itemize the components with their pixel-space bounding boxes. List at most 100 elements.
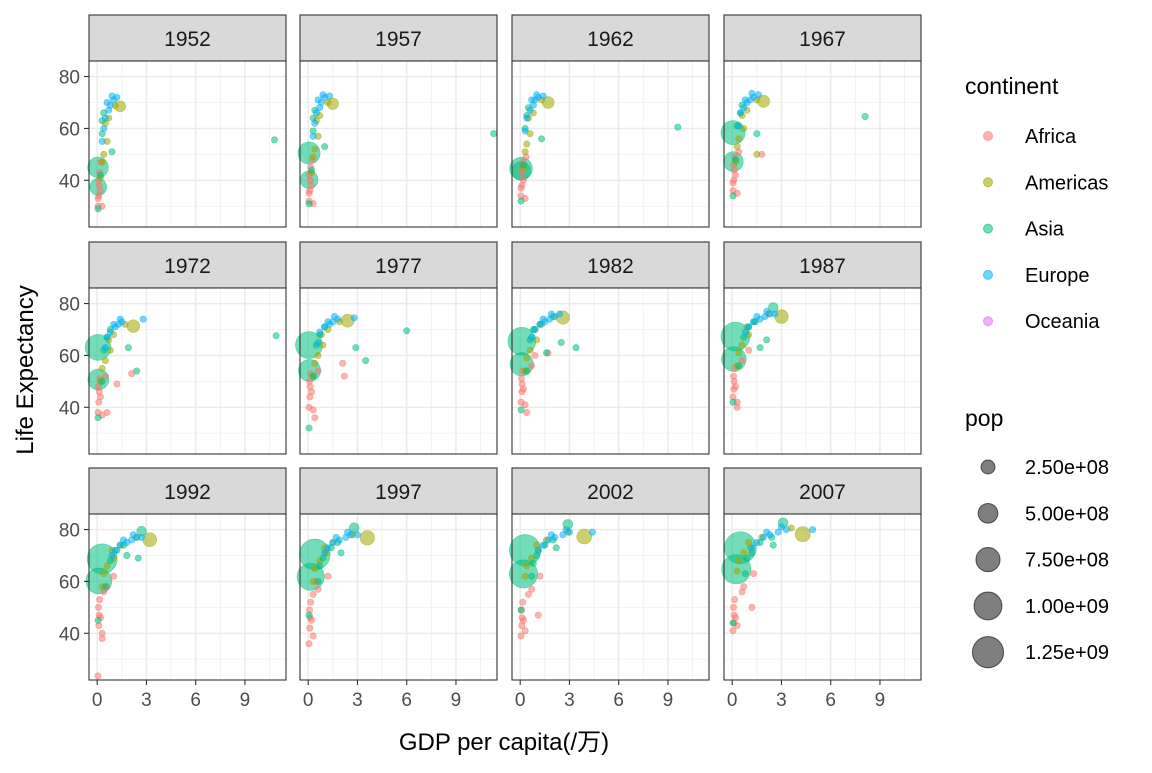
plot-area — [89, 61, 286, 227]
legend-title-continent: continent — [965, 73, 1059, 99]
data-point-europe — [321, 549, 329, 557]
data-point-americas — [103, 562, 111, 570]
data-point-americas — [740, 549, 748, 557]
data-point-europe — [103, 333, 111, 341]
data-point-europe — [110, 320, 118, 328]
data-point-europe — [523, 114, 531, 122]
data-point-europe — [759, 533, 767, 541]
data-point-africa — [519, 176, 527, 184]
x-tick-label: 6 — [613, 690, 624, 711]
panel-border — [511, 60, 710, 228]
y-tick-label: 80 — [59, 521, 80, 542]
data-point-africa — [305, 189, 313, 197]
data-point-europe — [100, 124, 108, 132]
data-point-africa — [96, 596, 104, 604]
data-point-asia — [305, 424, 313, 432]
data-point-europe — [539, 92, 547, 100]
legend-label: 7.50e+08 — [1025, 550, 1109, 572]
data-point-europe — [311, 119, 319, 127]
data-point-asia — [352, 344, 360, 352]
data-point-africa — [94, 672, 102, 680]
data-point-europe — [526, 106, 534, 114]
plot-area — [89, 514, 286, 680]
data-point-africa — [729, 179, 737, 187]
facet-strip — [88, 14, 287, 62]
legend-key-americas — [983, 177, 993, 188]
x-tick-label: 6 — [401, 690, 412, 711]
data-point-americas — [794, 526, 811, 543]
data-point-africa — [733, 403, 741, 411]
data-point-africa — [96, 393, 104, 401]
x-tick-label: 3 — [141, 690, 152, 711]
data-point-africa — [305, 640, 313, 648]
facet-panel-1997: 1997 — [296, 467, 498, 681]
legend-title-pop: pop — [965, 405, 1003, 431]
data-point-asia — [96, 171, 104, 179]
data-point-asia — [519, 161, 527, 169]
data-point-europe — [116, 541, 124, 549]
data-point-asia — [741, 570, 749, 578]
data-point-americas — [98, 364, 106, 372]
facet-strip-label: 1987 — [799, 255, 846, 278]
panel-border — [723, 60, 922, 228]
data-point-africa — [521, 627, 529, 635]
data-point-europe — [326, 92, 334, 100]
data-point-americas — [98, 158, 106, 166]
data-point-asia — [753, 130, 761, 138]
x-tick-label: 9 — [240, 690, 251, 711]
facet-strip — [723, 467, 922, 515]
y-axis-title: Life Expectancy — [12, 285, 39, 454]
x-tick-label: 9 — [663, 690, 674, 711]
data-point-europe — [544, 536, 552, 544]
y-tick-label: 60 — [59, 572, 80, 593]
axes: 40 60 80 40 60 80 40 60 80 0 3 6 9 0 3 6 9 0 3 6 9 0 3 6 9 — [59, 68, 885, 711]
legend-key-size — [977, 502, 999, 524]
data-point-asia — [321, 143, 329, 151]
data-point-europe — [316, 328, 324, 336]
data-point-africa — [731, 171, 739, 179]
data-point-africa — [730, 603, 738, 611]
data-point-asia — [528, 572, 536, 580]
facet-strip-label: 1957 — [375, 28, 422, 51]
data-point-americas — [576, 528, 593, 545]
facet-strip-label: 2002 — [587, 481, 634, 504]
data-point-europe — [547, 531, 555, 539]
data-point-americas — [526, 346, 534, 354]
facet-panel-1952: 1952 — [87, 14, 287, 228]
data-point-asia — [337, 549, 345, 557]
data-point-africa — [307, 598, 315, 606]
facet-panel-1972: 1972 — [84, 241, 287, 455]
data-point-africa — [95, 603, 103, 611]
x-tick-label: 6 — [825, 690, 836, 711]
data-point-asia — [85, 567, 113, 595]
data-point-asia — [94, 616, 102, 624]
data-point-europe — [309, 132, 317, 140]
data-point-africa — [523, 408, 531, 416]
data-point-africa — [339, 359, 347, 367]
data-point-africa — [340, 372, 348, 380]
data-point-europe — [809, 526, 817, 534]
data-point-americas — [523, 140, 531, 148]
data-point-africa — [524, 590, 532, 598]
data-point-asia — [517, 197, 525, 205]
data-point-europe — [330, 313, 338, 321]
facet-panel-1982: 1982 — [507, 241, 710, 455]
data-point-africa — [307, 388, 315, 396]
data-point-americas — [738, 341, 746, 349]
data-point-africa — [98, 634, 106, 642]
data-point-asia — [729, 619, 737, 627]
y-tick-label: 40 — [59, 398, 80, 419]
data-point-asia — [316, 562, 324, 570]
data-point-asia — [272, 332, 280, 340]
data-point-africa — [519, 616, 527, 624]
legend-label: Africa — [1025, 126, 1077, 148]
data-point-africa — [306, 624, 314, 632]
data-point-africa — [519, 598, 527, 606]
data-point-europe — [763, 307, 771, 315]
legend-key-size — [973, 591, 1003, 621]
data-point-asia — [517, 406, 525, 414]
data-point-africa — [534, 611, 542, 619]
data-point-europe — [777, 523, 785, 531]
data-point-europe — [753, 539, 761, 547]
data-point-asia — [123, 551, 131, 559]
